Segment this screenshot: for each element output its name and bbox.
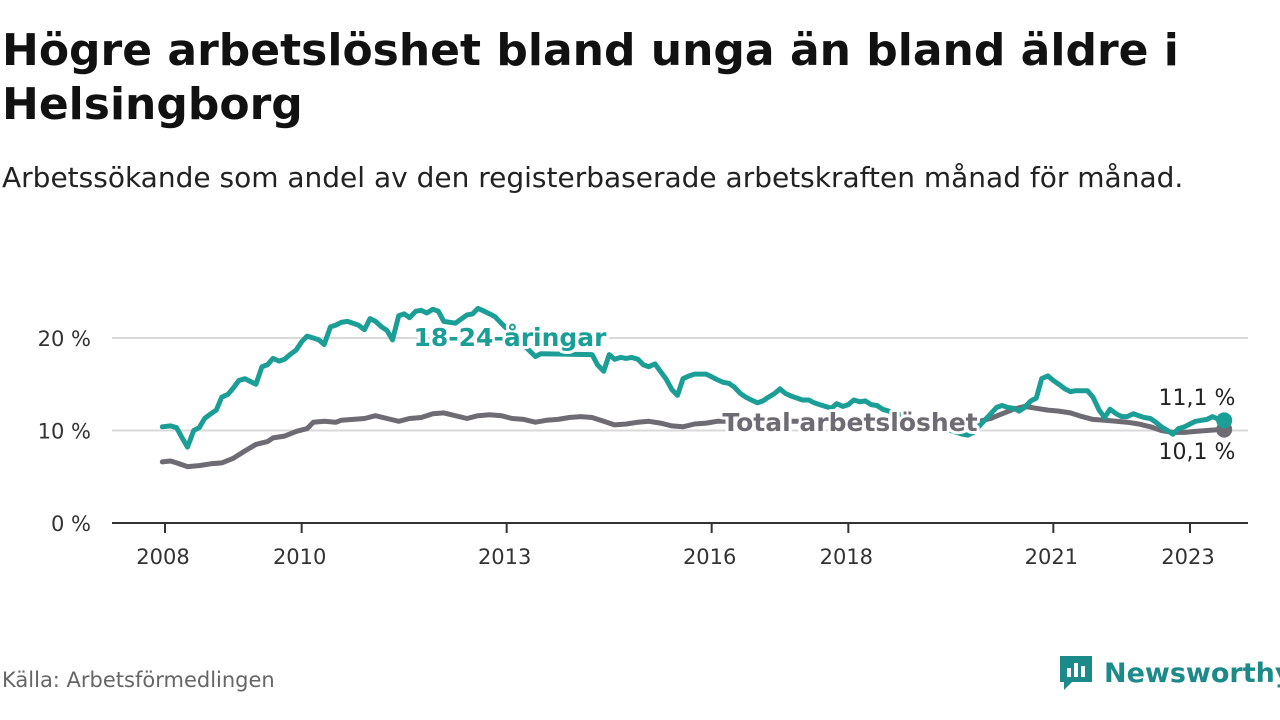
brand-logo[interactable]: Newsworthy xyxy=(1058,654,1280,692)
line-chart: 0 % 10 % 20 % 2008 2010 2013 2016 2018 2021 2023 1… xyxy=(38,305,1248,569)
x-axis xyxy=(112,522,1248,533)
y-tick-label: 0 % xyxy=(51,512,91,536)
x-tick-label: 2016 xyxy=(683,545,736,569)
x-tick-label: 2023 xyxy=(1161,545,1214,569)
end-label-young: 11,1 % xyxy=(1159,386,1236,411)
series-label-young: 18-24-åringar xyxy=(414,323,608,352)
y-tick-label: 10 % xyxy=(38,420,91,444)
y-tick-label: 20 % xyxy=(38,327,91,351)
series-line-young xyxy=(159,305,1227,450)
labels: 0 % 10 % 20 % 2008 2010 2013 2016 2018 2021 2023 1… xyxy=(38,320,1238,569)
x-tick-label: 2008 xyxy=(136,545,189,569)
series-lines xyxy=(159,305,1233,470)
end-label-total: 10,1 % xyxy=(1159,440,1236,465)
x-tick-label: 2018 xyxy=(820,545,873,569)
chart-subtitle: Arbetssökande som andel av den registerb… xyxy=(2,161,1184,194)
brand-name: Newsworthy xyxy=(1104,657,1280,689)
series-label-total: Total arbetslöshet xyxy=(722,408,977,437)
end-point-young xyxy=(1216,412,1233,429)
x-tick-label: 2010 xyxy=(273,545,326,569)
source-note: Källa: Arbetsförmedlingen xyxy=(2,668,275,692)
series-line-total xyxy=(159,403,1227,470)
chart-title: Högre arbetslöshet bland unga än bland ä… xyxy=(2,25,1179,130)
newsworthy-logo-icon xyxy=(1060,656,1092,690)
x-tick-label: 2021 xyxy=(1025,545,1078,569)
x-tick-label: 2013 xyxy=(478,545,531,569)
